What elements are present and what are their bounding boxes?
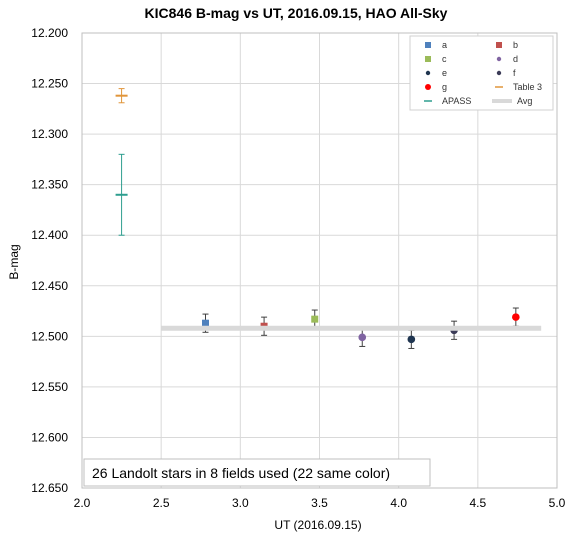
legend-item: e — [425, 68, 447, 78]
x-tick-label: 4.0 — [390, 496, 407, 510]
chart-title: KIC846 B-mag vs UT, 2016.09.15, HAO All-… — [145, 5, 448, 21]
legend-item: d — [496, 54, 518, 64]
legend-swatch — [425, 84, 431, 90]
grid — [82, 33, 557, 488]
legend-item: a — [425, 40, 447, 50]
legend-label: a — [442, 40, 447, 50]
legend-label: Avg — [517, 96, 532, 106]
legend-label: f — [513, 68, 516, 78]
legend-label: e — [442, 68, 447, 78]
annotation-border — [83, 458, 431, 487]
data-point — [512, 313, 520, 321]
y-tick-label: 12.550 — [31, 380, 68, 394]
legend-item: f — [496, 68, 516, 78]
legend-label: d — [513, 54, 518, 64]
y-tick-label: 12.400 — [31, 228, 68, 242]
legend-label: APASS — [442, 96, 471, 106]
series-table-3 — [115, 88, 128, 104]
legend-label: Table 3 — [513, 82, 542, 92]
y-tick-label: 12.350 — [31, 178, 68, 192]
data-marks — [115, 88, 542, 349]
x-axis-label: UT (2016.09.15) — [274, 518, 361, 532]
legend-item: APASS — [424, 96, 471, 106]
legend-item: Table 3 — [495, 82, 542, 92]
y-tick-label: 12.500 — [31, 329, 68, 343]
y-axis: 12.200 12.250 12.300 12.350 12.400 12.450 12.5… — [31, 26, 68, 495]
x-tick-label: 2.0 — [74, 496, 91, 510]
legend-swatch — [496, 56, 502, 62]
legend-box — [409, 35, 554, 111]
legend-label: c — [442, 54, 447, 64]
data-point — [202, 319, 209, 327]
legend-label: b — [513, 40, 518, 50]
data-point — [311, 315, 319, 323]
annotation-box: 26 Landolt stars in 8 fields used (22 sa… — [83, 458, 431, 487]
y-tick-label: 12.450 — [31, 279, 68, 293]
y-tick-label: 12.300 — [31, 127, 68, 141]
legend-swatch — [425, 56, 431, 62]
legend-swatch — [425, 70, 431, 76]
x-tick-label: 2.5 — [153, 496, 170, 510]
y-axis-label: B-mag — [7, 244, 21, 279]
y-tick-label: 12.250 — [31, 77, 68, 91]
data-point — [407, 335, 416, 344]
legend-item: g — [425, 82, 447, 92]
plot-area-border — [81, 32, 558, 489]
x-tick-label: 3.0 — [232, 496, 249, 510]
legend-swatch — [496, 70, 502, 76]
data-point — [358, 333, 367, 342]
x-tick-label: 5.0 — [549, 496, 566, 510]
legend-swatch — [496, 42, 502, 48]
x-tick-label: 4.5 — [469, 496, 486, 510]
x-tick-label: 3.5 — [311, 496, 328, 510]
legend-item: Avg — [492, 96, 532, 106]
legend-swatch — [425, 42, 431, 48]
legend-label: g — [442, 82, 447, 92]
y-tick-label: 12.200 — [31, 26, 68, 40]
y-tick-label: 12.600 — [31, 430, 68, 444]
legend-item: c — [425, 54, 447, 64]
series-apass — [115, 153, 128, 236]
annotation-text: 26 Landolt stars in 8 fields used (22 sa… — [92, 465, 390, 481]
legend-item: b — [496, 40, 518, 50]
y-tick-label: 12.650 — [31, 481, 68, 495]
legend: a b c d e f g Table 3 APASS Avg — [409, 35, 554, 111]
x-axis: 2.0 2.5 3.0 3.5 4.0 4.5 5.0 — [74, 496, 566, 510]
